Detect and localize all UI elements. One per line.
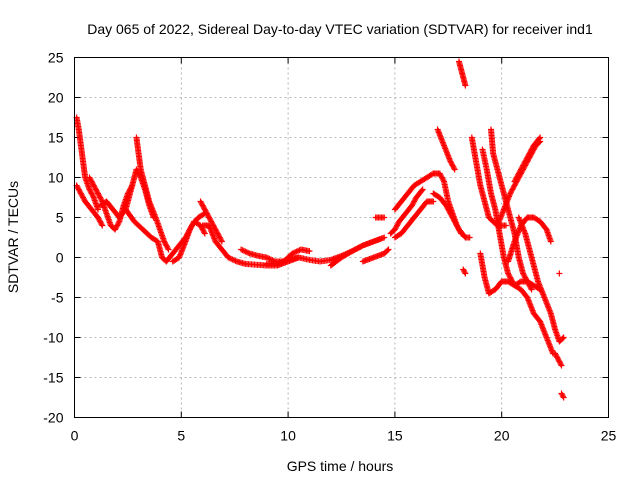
- y-tick-label: 15: [48, 130, 64, 146]
- data-point: [358, 243, 365, 250]
- data-point: [384, 247, 391, 254]
- data-point: [381, 234, 388, 241]
- x-tick-label: 0: [71, 428, 79, 444]
- data-point: [99, 222, 106, 229]
- data-point: [462, 82, 469, 89]
- y-tick-label: -15: [43, 370, 63, 386]
- series-arc-early-low: [73, 182, 106, 229]
- y-tick-label: -5: [51, 290, 64, 306]
- x-tick-label: 5: [177, 428, 185, 444]
- series-arc-17: [434, 126, 458, 173]
- data-point: [376, 236, 383, 243]
- series-arc-16: [430, 190, 473, 241]
- series-arc-12: [372, 214, 388, 221]
- chart-title: Day 065 of 2022, Sidereal Day-to-day VTE…: [87, 21, 593, 37]
- series-arc-22: [477, 250, 544, 297]
- data-point: [98, 221, 105, 228]
- data-point: [218, 237, 225, 244]
- data-point: [385, 246, 392, 253]
- series-arc-10: [327, 236, 383, 269]
- data-point: [527, 285, 534, 292]
- x-tick-label: 10: [280, 428, 296, 444]
- data-point: [418, 187, 425, 194]
- data-point: [419, 186, 426, 193]
- x-tick-label: 25: [601, 428, 617, 444]
- data-point: [528, 286, 535, 293]
- series-arc-3: [133, 134, 172, 253]
- series-arc-18: [455, 58, 469, 89]
- series-arc-26: [505, 214, 554, 265]
- data-point: [558, 362, 565, 369]
- series-arc-29: [552, 350, 565, 369]
- data-point: [381, 214, 388, 221]
- series-arc-27: [515, 214, 567, 345]
- data-point: [559, 335, 566, 342]
- y-tick-label: -10: [43, 330, 63, 346]
- y-tick-label: 20: [48, 90, 64, 106]
- data-point: [557, 361, 564, 368]
- data-point: [560, 334, 567, 341]
- y-tick-label: 5: [56, 210, 64, 226]
- data-point: [556, 270, 563, 277]
- x-axis-label: GPS time / hours: [287, 458, 394, 474]
- plot-frame: [74, 57, 609, 418]
- series-arc-11: [359, 246, 392, 265]
- series-arc-21: [479, 146, 556, 357]
- data-point: [306, 248, 313, 255]
- series-arc-25: [511, 134, 544, 185]
- data-point: [547, 238, 554, 245]
- data-point: [165, 246, 172, 253]
- data-point: [559, 393, 566, 400]
- data-point: [115, 219, 122, 226]
- series-arc-early-high: [73, 114, 101, 213]
- series-arc-5: [169, 218, 208, 265]
- data-point: [201, 229, 208, 236]
- series-arc-15: [391, 198, 437, 241]
- x-tick-label: 15: [387, 428, 403, 444]
- data-point: [90, 193, 97, 200]
- y-axis-label: SDTVAR / TECUs: [5, 181, 21, 293]
- data-point: [201, 230, 208, 237]
- y-tick-label: 0: [56, 250, 64, 266]
- tick-labels: 0 5 10 15 20 25 25 20 15 10 5 0 -5 -10 -15 -20: [43, 50, 616, 444]
- data-point: [536, 135, 543, 142]
- y-tick-label: -20: [43, 410, 63, 426]
- series-arc-28: [556, 270, 563, 277]
- y-tick-label: 10: [48, 170, 64, 186]
- series-arc-19: [460, 266, 469, 277]
- data-point: [461, 269, 468, 276]
- y-tick-label: 25: [48, 50, 64, 66]
- data-point: [502, 222, 509, 229]
- data-point: [560, 394, 567, 401]
- data-point: [218, 238, 225, 245]
- data-point: [537, 134, 544, 141]
- data-marks: [73, 58, 567, 401]
- data-point: [462, 270, 469, 277]
- series-arc-30: [558, 390, 567, 401]
- data-point: [450, 165, 457, 172]
- data-point: [440, 177, 447, 184]
- x-tick-label: 20: [494, 428, 510, 444]
- data-point: [94, 206, 101, 213]
- data-point: [466, 234, 473, 241]
- series-arc-13: [387, 186, 426, 237]
- data-point: [430, 198, 437, 205]
- data-point: [451, 166, 458, 173]
- data-point: [164, 245, 171, 252]
